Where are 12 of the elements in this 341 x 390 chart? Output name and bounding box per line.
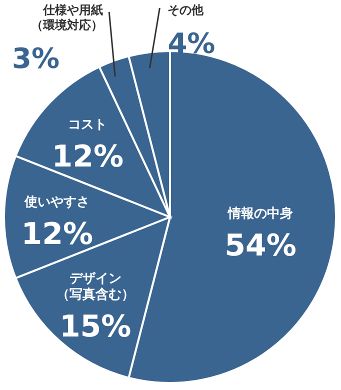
slice-label: 情報の中身 [227, 206, 294, 222]
data-label: 54% [224, 228, 296, 264]
slice-label: デザイン（写真含む） [56, 272, 134, 303]
data-label: 15% [59, 310, 132, 345]
slice-label: その他 [168, 3, 205, 17]
data-label: 12% [21, 217, 94, 252]
data-label: 3% [12, 42, 60, 75]
data-label: 12% [52, 140, 124, 175]
slice-label: 仕様や用紙（環境対応） [31, 3, 104, 32]
data-label: 4% [168, 27, 216, 60]
slice-label: 使いやすさ [24, 195, 90, 210]
slice-label: コスト [68, 118, 108, 133]
